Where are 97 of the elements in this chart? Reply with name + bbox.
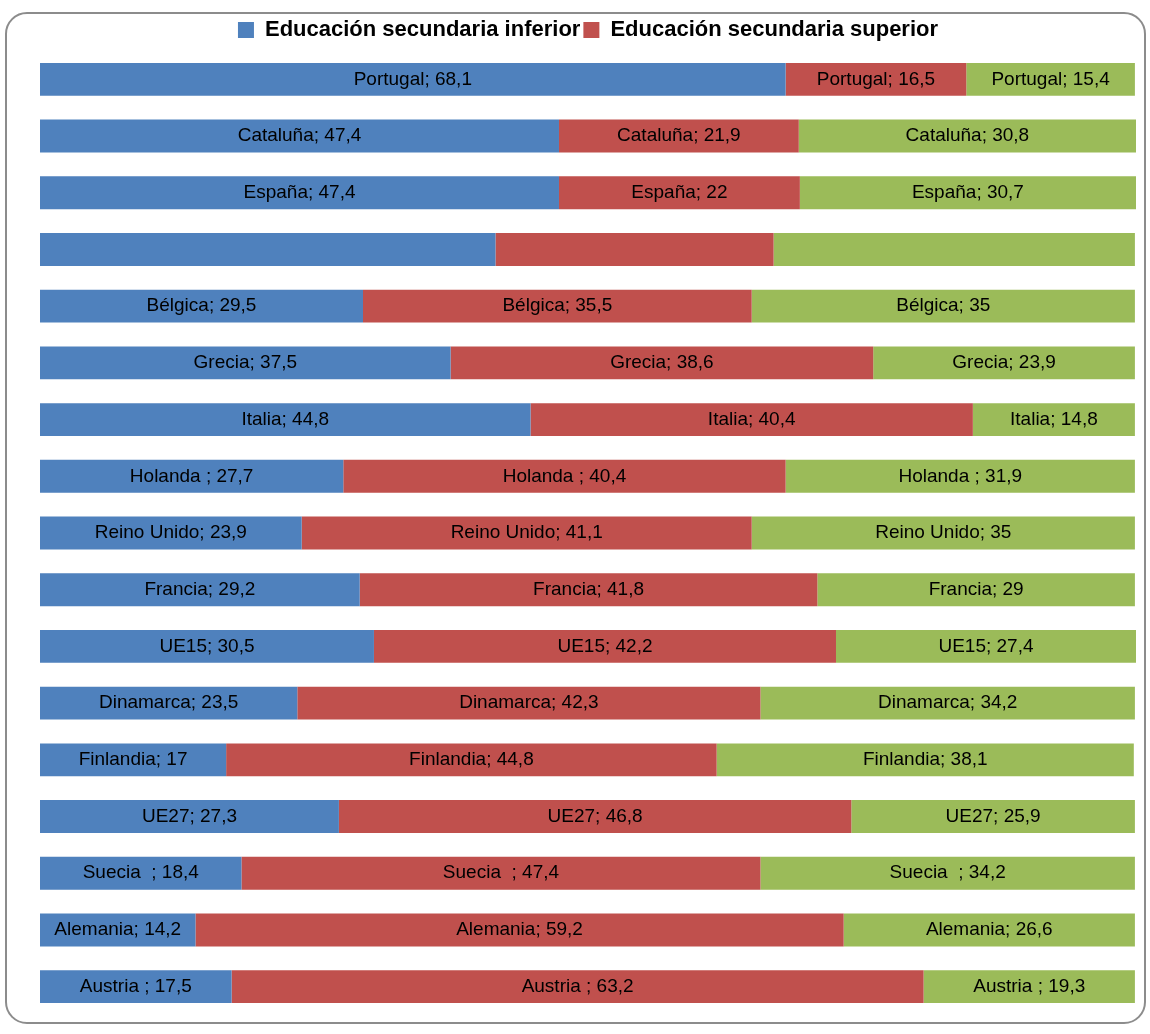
data-label: Reino Unido; 23,9 <box>94 521 247 543</box>
data-label: Italia; 44,8 <box>241 407 330 429</box>
bar <box>773 233 1135 266</box>
bar <box>751 516 1135 550</box>
bar <box>40 743 227 777</box>
bar <box>40 800 339 833</box>
data-label: Cataluña; 21,9 <box>617 124 741 146</box>
data-label: UE27; 25,9 <box>945 804 1041 826</box>
data-label: Cataluña; 47,4 <box>237 124 362 146</box>
bar <box>873 346 1135 380</box>
bar <box>760 856 1135 890</box>
bar <box>751 289 1135 323</box>
bar <box>373 629 836 663</box>
bar <box>40 459 344 493</box>
data-label: Dinamarca; 23,5 <box>98 691 239 713</box>
bar <box>843 913 1135 947</box>
data-label: España; 30,7 <box>911 181 1024 202</box>
data-label: España; 22 <box>631 181 728 202</box>
data-label: Holanda ; 31,9 <box>898 464 1023 486</box>
bar <box>923 970 1135 1004</box>
data-label: Austria ; 19,3 <box>973 974 1086 996</box>
bar <box>40 403 531 437</box>
data-label: Reino Unido; 35 <box>875 521 1012 543</box>
data-label: Dinamarca; 42,3 <box>459 691 599 713</box>
data-label: Suecia ; 18,4 <box>82 861 200 883</box>
bar <box>195 913 844 947</box>
bar <box>363 289 752 323</box>
bar <box>40 62 786 96</box>
data-label: Alemania; 26,6 <box>925 918 1053 940</box>
data-label: Portugal; 15,4 <box>991 67 1111 89</box>
data-label: Cataluña; 30,8 <box>905 124 1030 146</box>
data-label: Portugal; 68,1 <box>353 67 472 89</box>
data-label: Holanda ; 40,4 <box>502 464 627 486</box>
data-label: Bélgica; 35 <box>896 294 991 316</box>
bar <box>799 176 1136 210</box>
bar <box>817 573 1135 607</box>
bar <box>558 119 799 153</box>
data-label: España; 47,4 <box>243 181 356 202</box>
bar <box>760 686 1135 720</box>
data-label: Alemania; 14,2 <box>54 918 182 940</box>
data-label: Austria ; 63,2 <box>521 974 634 996</box>
bar <box>231 970 924 1004</box>
data-label: UE27; 27,3 <box>141 804 237 826</box>
data-label: Bélgica; 29,5 <box>146 294 257 316</box>
data-label: Austria ; 17,5 <box>79 974 192 996</box>
data-label: Alemania; 59,2 <box>456 918 583 940</box>
data-label: UE15; 30,5 <box>159 634 255 656</box>
data-label: Finlandia; 44,8 <box>409 748 534 770</box>
bar <box>40 289 363 323</box>
bar <box>530 403 973 437</box>
data-label: Reino Unido; 41,1 <box>450 521 603 543</box>
bar <box>40 573 360 607</box>
bar <box>558 176 800 210</box>
bar <box>40 856 242 890</box>
data-label: Suecia ; 34,2 <box>889 861 1006 883</box>
data-label: Francia; 29 <box>928 577 1024 599</box>
bar <box>40 233 496 266</box>
bar <box>241 856 761 890</box>
legend-label: Educación secundaria superior <box>610 16 939 42</box>
data-label: Grecia; 38,6 <box>610 351 714 373</box>
bar <box>40 346 451 380</box>
data-label: UE15; 27,4 <box>938 634 1034 656</box>
data-label: Finlandia; 38,1 <box>862 748 988 770</box>
data-label: Italia; 14,8 <box>1010 407 1098 429</box>
data-label: UE15; 42,2 <box>557 634 653 656</box>
bar <box>798 119 1136 153</box>
bar <box>40 629 374 663</box>
data-label: Francia; 29,2 <box>144 577 256 599</box>
bar <box>40 176 559 210</box>
data-label: Portugal; 16,5 <box>816 67 936 89</box>
bar <box>40 970 232 1004</box>
bar <box>972 403 1135 437</box>
bar <box>851 800 1135 833</box>
bar <box>301 516 752 550</box>
data-label: UE27; 46,8 <box>547 804 643 826</box>
data-label: Finlandia; 17 <box>78 748 188 770</box>
data-label: Holanda ; 27,7 <box>129 464 254 486</box>
bar <box>343 459 786 493</box>
data-label: Grecia; 37,5 <box>193 351 298 373</box>
bar <box>359 573 818 607</box>
bar <box>495 233 774 266</box>
data-label: Italia; 40,4 <box>707 407 796 429</box>
legend-label: Educación secundaria inferior <box>264 16 581 42</box>
bar <box>716 743 1134 777</box>
bar <box>836 629 1136 663</box>
bar <box>226 743 717 777</box>
bar <box>450 346 874 380</box>
data-label: Bélgica; 35,5 <box>502 294 613 316</box>
bar <box>338 800 852 833</box>
data-label: Dinamarca; 34,2 <box>877 691 1018 713</box>
data-label: Grecia; 23,9 <box>952 351 1056 373</box>
data-label: Suecia ; 47,4 <box>442 861 560 883</box>
bar <box>785 459 1135 493</box>
data-label: Francia; 41,8 <box>533 577 644 599</box>
bar <box>297 686 761 720</box>
bar <box>40 686 298 720</box>
bar <box>40 119 559 153</box>
